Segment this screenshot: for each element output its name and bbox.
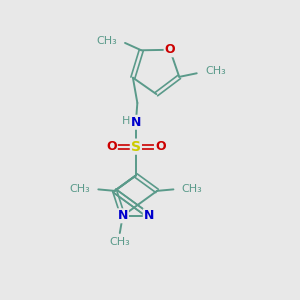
Text: CH₃: CH₃ [182,184,202,194]
Text: N: N [131,116,141,129]
Text: S: S [131,140,141,154]
Text: CH₃: CH₃ [110,238,130,248]
Text: H: H [122,116,130,126]
Text: N: N [144,209,154,222]
Text: CH₃: CH₃ [205,66,226,76]
Text: O: O [155,140,166,153]
Text: O: O [165,43,175,56]
Text: O: O [106,140,117,153]
Text: CH₃: CH₃ [96,36,117,46]
Text: CH₃: CH₃ [69,184,90,194]
Text: N: N [118,209,128,222]
